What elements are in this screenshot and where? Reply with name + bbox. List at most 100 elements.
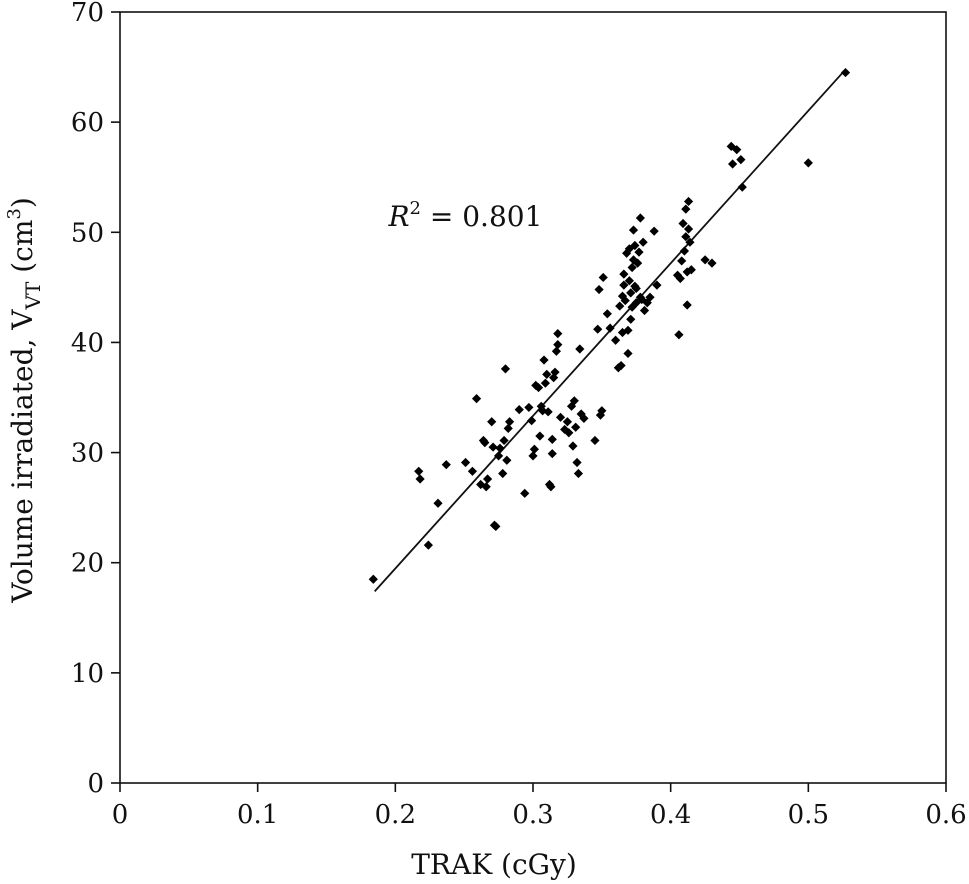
data-point [619,269,629,279]
data-point [623,348,633,359]
data-point [628,225,639,235]
data-point [626,288,636,298]
data-point [624,244,634,254]
data-point [630,240,640,251]
data-point [572,457,582,468]
x-tick-label: 0.1 [237,800,278,830]
data-point [500,364,511,374]
data-points [368,67,851,584]
data-point [476,479,486,490]
x-tick-labels: 0 0.1 0.2 0.3 0.4 0.5 0.6 [112,800,967,830]
data-point [560,424,570,435]
data-point [536,401,546,411]
r-squared-annotation: R2 = 0.801 [387,198,542,233]
y-axis-label-unit-sup: 3 [4,208,25,219]
y-tick-label: 70 [71,0,104,28]
data-point [487,417,497,427]
y-axis-label-unit: (cm [6,220,39,282]
data-point [638,237,648,247]
data-point [737,182,747,192]
r-symbol: R [387,200,409,233]
data-point [529,444,539,454]
data-point [707,258,717,268]
data-point [549,373,559,383]
data-point [482,474,493,484]
data-point [686,265,696,275]
data-point [575,344,585,354]
data-point [611,335,621,345]
data-point [542,369,552,379]
y-axis-label: Volume irradiated, VVT (cm3) [4,197,45,604]
data-point [639,305,650,316]
data-point [533,382,544,393]
data-point [491,521,501,531]
data-point [493,451,504,461]
data-point [579,413,589,424]
data-point [681,232,691,242]
data-point [550,367,560,377]
data-point [726,141,736,151]
data-point [736,154,746,165]
data-point [624,276,634,286]
data-point [502,455,512,465]
data-point [732,145,742,155]
data-point [627,262,637,273]
data-point [498,468,508,479]
trendline [374,71,844,592]
data-point [678,218,688,229]
data-point [433,498,443,508]
data-point [626,314,636,324]
axes [111,11,947,792]
x-tick-label: 0.6 [925,800,966,830]
data-point [569,396,579,406]
data-point [615,301,625,311]
data-point [728,159,738,169]
x-tick-label: 0.2 [375,800,416,830]
data-point [553,329,563,339]
data-point [645,292,655,302]
data-point [590,435,600,446]
x-tick-label: 0.3 [512,800,553,830]
y-tick-label: 40 [71,328,104,358]
r-superscript: 2 [410,198,421,219]
data-point [524,402,534,413]
data-point [535,431,545,441]
r-value: = 0.801 [421,200,542,233]
data-point [649,226,659,236]
data-point [683,224,694,234]
data-point [562,417,573,427]
data-point [602,309,612,319]
y-tick-label: 20 [71,549,104,579]
data-point [368,574,378,584]
data-point [682,267,692,277]
data-point [547,434,557,444]
data-point [631,283,641,294]
data-point [840,67,851,78]
data-point [527,416,537,426]
data-point [598,272,608,283]
x-tick-label: 0.4 [650,800,691,830]
plot-frame [119,11,947,784]
y-tick-label: 60 [71,108,104,138]
data-point [635,213,645,223]
data-point [685,237,695,247]
data-point [593,324,603,334]
data-point [803,158,813,168]
y-tick-label: 10 [71,659,104,689]
y-tick-label: 50 [71,218,104,248]
data-point [471,394,482,404]
data-point [564,428,574,438]
y-tick-label: 30 [71,439,104,469]
data-point [441,460,451,470]
data-point [568,441,578,451]
data-point [700,255,710,265]
data-point [528,451,538,461]
data-point [547,449,557,459]
data-point [495,443,505,453]
data-point [616,360,626,371]
data-point [637,294,647,305]
data-point [551,346,562,356]
data-point [414,466,424,476]
y-tick-label: 0 [87,769,104,799]
y-tick-labels: 0 10 20 30 40 50 60 70 [71,0,104,799]
